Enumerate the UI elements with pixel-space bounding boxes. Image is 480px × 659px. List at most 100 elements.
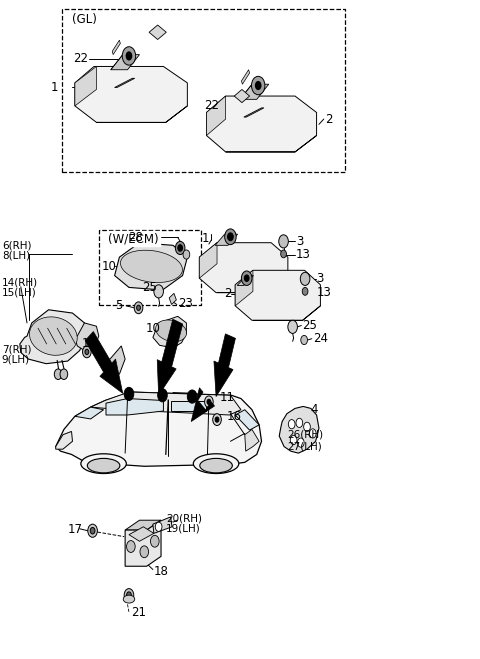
- Circle shape: [279, 235, 288, 248]
- Text: 23: 23: [178, 297, 192, 310]
- Circle shape: [281, 250, 287, 258]
- Polygon shape: [169, 293, 176, 304]
- Polygon shape: [214, 334, 235, 397]
- Text: 9(LH): 9(LH): [1, 355, 30, 364]
- Polygon shape: [235, 270, 321, 320]
- Text: 11: 11: [219, 391, 234, 405]
- Circle shape: [298, 438, 304, 447]
- Polygon shape: [157, 319, 183, 395]
- Ellipse shape: [87, 459, 120, 473]
- Text: 6(RH): 6(RH): [2, 241, 32, 251]
- Polygon shape: [149, 25, 166, 40]
- Circle shape: [252, 76, 265, 95]
- Polygon shape: [226, 136, 317, 152]
- Text: 8(LH): 8(LH): [2, 251, 30, 261]
- Polygon shape: [253, 306, 321, 320]
- Polygon shape: [75, 67, 96, 106]
- Text: 13: 13: [317, 285, 332, 299]
- Circle shape: [90, 527, 95, 534]
- Circle shape: [156, 522, 162, 531]
- Polygon shape: [20, 310, 86, 364]
- Circle shape: [301, 335, 308, 345]
- Polygon shape: [199, 243, 217, 278]
- Circle shape: [122, 47, 136, 65]
- Text: 16: 16: [227, 410, 241, 423]
- Polygon shape: [75, 67, 187, 123]
- Text: 1: 1: [51, 81, 59, 94]
- Circle shape: [175, 241, 185, 254]
- Text: 17: 17: [68, 523, 83, 536]
- Circle shape: [85, 349, 89, 355]
- Text: (W/ECM): (W/ECM): [108, 232, 159, 245]
- Text: 26(RH): 26(RH): [287, 430, 323, 440]
- Circle shape: [88, 524, 97, 537]
- Circle shape: [255, 81, 262, 90]
- Text: 3: 3: [296, 235, 303, 248]
- Circle shape: [127, 540, 135, 552]
- Circle shape: [154, 285, 163, 298]
- Text: 3: 3: [317, 272, 324, 285]
- Polygon shape: [129, 527, 154, 541]
- Text: 20(RH): 20(RH): [166, 513, 202, 523]
- Polygon shape: [153, 517, 172, 533]
- Circle shape: [302, 287, 308, 295]
- Polygon shape: [237, 275, 253, 285]
- Polygon shape: [235, 410, 259, 430]
- Circle shape: [290, 436, 297, 445]
- Polygon shape: [206, 96, 226, 136]
- Circle shape: [225, 229, 236, 244]
- Polygon shape: [235, 270, 253, 306]
- Circle shape: [137, 305, 141, 310]
- Text: 7(RH): 7(RH): [1, 345, 31, 355]
- Circle shape: [126, 51, 132, 61]
- Circle shape: [241, 271, 252, 285]
- Circle shape: [124, 588, 134, 602]
- Text: 22: 22: [204, 100, 218, 113]
- Polygon shape: [217, 278, 288, 293]
- Circle shape: [54, 369, 62, 380]
- Circle shape: [304, 422, 311, 432]
- Text: 24: 24: [313, 332, 328, 345]
- Polygon shape: [91, 392, 241, 415]
- Polygon shape: [115, 243, 187, 290]
- Polygon shape: [199, 243, 288, 293]
- Ellipse shape: [81, 454, 126, 474]
- Ellipse shape: [120, 250, 182, 283]
- Polygon shape: [240, 84, 269, 100]
- Text: 27(LH): 27(LH): [287, 442, 322, 451]
- Ellipse shape: [29, 317, 77, 355]
- Polygon shape: [125, 520, 161, 530]
- Text: 18: 18: [154, 565, 169, 578]
- Polygon shape: [115, 78, 135, 88]
- Circle shape: [60, 369, 68, 380]
- Polygon shape: [191, 387, 215, 422]
- Polygon shape: [111, 55, 140, 70]
- Circle shape: [288, 420, 295, 429]
- Circle shape: [310, 429, 316, 438]
- Text: 21: 21: [131, 606, 146, 619]
- Circle shape: [127, 592, 132, 598]
- Circle shape: [187, 390, 197, 403]
- Polygon shape: [56, 392, 262, 467]
- Circle shape: [157, 389, 167, 402]
- Circle shape: [124, 387, 134, 401]
- Ellipse shape: [200, 459, 232, 473]
- Text: 4: 4: [311, 403, 318, 416]
- Circle shape: [204, 396, 213, 408]
- Text: 12: 12: [82, 337, 97, 351]
- Polygon shape: [241, 70, 250, 84]
- Polygon shape: [170, 401, 206, 411]
- Text: 15(LH): 15(LH): [2, 287, 37, 297]
- Ellipse shape: [193, 454, 239, 474]
- Circle shape: [215, 417, 219, 422]
- Polygon shape: [96, 106, 187, 123]
- Polygon shape: [206, 96, 317, 152]
- Text: (GL): (GL): [72, 13, 96, 26]
- Text: 25: 25: [142, 281, 157, 294]
- Polygon shape: [244, 108, 264, 117]
- Polygon shape: [279, 407, 319, 453]
- Polygon shape: [125, 520, 161, 566]
- Polygon shape: [111, 55, 123, 70]
- Polygon shape: [85, 331, 123, 393]
- Ellipse shape: [123, 595, 135, 603]
